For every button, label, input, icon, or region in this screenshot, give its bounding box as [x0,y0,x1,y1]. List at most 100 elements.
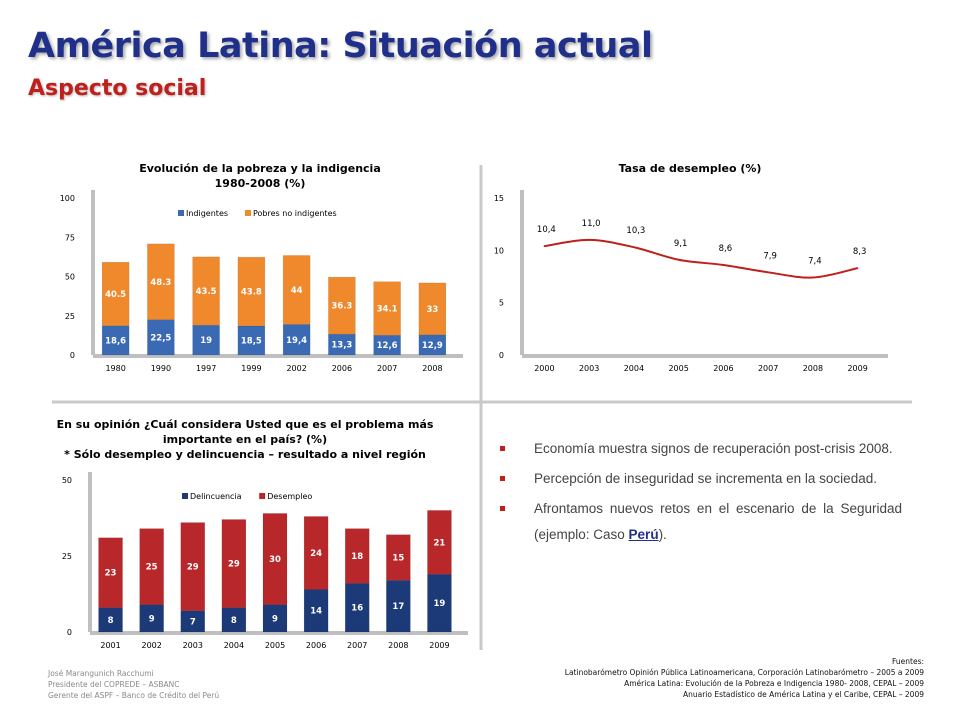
key-point-3-text: Afrontamos nuevos retos en el escenario … [534,501,902,542]
bullet-square-icon [500,446,505,451]
poverty-data-label: 36.3 [331,302,352,312]
opinion-bar-lower [427,573,452,633]
opinion-x-tick-label: 2003 [183,641,203,650]
poverty-legend-swatch [178,210,184,216]
unemployment-data-label: 7,4 [808,257,822,267]
key-point-3-tail: ). [658,527,667,542]
opinion-x-tick-label: 2009 [429,641,449,650]
opinion-bar-upper [262,513,288,605]
poverty-bar-upper [237,256,266,327]
unemployment-point [677,258,680,261]
poverty-y-tick-label: 25 [65,312,75,321]
unemployment-data-label: 10,3 [626,226,645,236]
poverty-data-label: 19,4 [286,336,307,346]
key-point-2-text: Percepción de inseguridad se incrementa … [534,471,877,486]
poverty-legend-label: Pobres no indigentes [253,209,337,218]
opinion-bar-upper [139,528,164,605]
unemployment-data-label: 8,3 [853,247,867,257]
poverty-x-tick-label: 1997 [196,364,216,373]
unemployment-y-tick-label: 10 [494,246,504,255]
bullet-square-icon [500,476,505,481]
unemployment-point [722,264,725,266]
author-block: José Marangunich Racchumi Presidente del… [48,668,219,701]
poverty-title-line1: Evolución de la pobreza y la indigencia [139,162,381,175]
slide-subtitle: Aspecto social [28,76,207,101]
unemployment-x-tick-label: 2006 [713,364,733,373]
poverty-bar-lower [192,324,220,356]
opinion-y-tick-label: 50 [62,476,72,485]
poverty-y-tick-label: 0 [70,351,75,360]
opinion-bar-lower [386,580,411,633]
opinion-data-label: 30 [269,555,281,565]
poverty-data-label: 12,9 [422,341,443,351]
unemployment-data-label: 10,4 [537,225,556,235]
opinion-data-label: 21 [434,538,446,548]
peru-case-link[interactable]: Perú [628,527,659,542]
unemployment-x-tick-label: 2007 [758,364,778,373]
opinion-bar-lower [221,607,247,633]
unemployment-point [633,246,635,248]
poverty-x-tick-label: 2002 [286,364,306,373]
opinion-legend-label: Desempleo [267,492,312,501]
poverty-data-label: 18,6 [105,336,126,346]
unemployment-x-tick-label: 2003 [579,364,599,373]
poverty-legend-label: Indigentes [186,209,228,218]
opinion-chart-title: En su opinión ¿Cuál considera Usted que … [40,417,450,462]
opinion-data-label: 29 [187,563,199,573]
opinion-x-tick-label: 2005 [265,641,285,650]
poverty-bar-upper [282,255,311,325]
poverty-legend-swatch [245,210,251,216]
opinion-data-label: 24 [310,549,322,559]
key-points-list: Economía muestra signos de recuperación … [500,436,902,552]
poverty-bar-lower [282,324,311,356]
poverty-data-label: 40.5 [105,290,126,300]
opinion-bar-upper [221,519,247,608]
unemployment-series-line [544,238,858,279]
unemployment-x-tick-label: 2005 [668,364,688,373]
unemployment-x-tick-label: 2000 [534,364,554,373]
opinion-x-tick-label: 2001 [100,641,120,650]
opinion-data-label: 8 [108,616,114,626]
unemployment-data-label: 11,0 [582,219,601,229]
poverty-data-label: 43.8 [241,288,262,298]
unemployment-x-tick-label: 2009 [847,364,867,373]
unemployment-point [588,239,590,241]
poverty-title-line2: 1980-2008 (%) [214,177,306,190]
poverty-x-tick-label: 1999 [241,364,261,373]
opinion-x-tick-label: 2004 [224,641,244,650]
opinion-bar-upper [303,516,329,590]
unemployment-data-label: 8,6 [719,244,733,254]
poverty-data-label: 22,5 [150,333,171,343]
opinion-bar-lower [303,589,329,633]
opinion-bar-upper [427,510,452,575]
opinion-x-tick-label: 2007 [347,641,367,650]
poverty-data-label: 43.5 [196,287,217,297]
opinion-data-label: 19 [434,599,446,609]
opinion-x-tick-label: 2002 [141,641,161,650]
opinion-data-label: 16 [351,604,363,614]
opinion-legend-swatch [259,493,266,499]
unemployment-point [856,267,859,269]
opinion-data-label: 15 [392,554,404,564]
slide-title: América Latina: Situación actual [28,26,653,66]
opinion-y-tick-label: 25 [62,552,72,561]
opinion-title-line1: En su opinión ¿Cuál considera Usted que … [56,418,434,431]
unemployment-point [767,271,769,274]
poverty-bar-upper [192,256,220,326]
poverty-bar-lower [237,325,266,356]
unemployment-data-label: 7,9 [763,251,777,261]
unemployment-chart-title: Tasa de desempleo (%) [618,162,762,175]
author-name: José Marangunich Racchumi [48,669,154,678]
opinion-data-label: 23 [105,569,117,579]
poverty-data-label: 18,5 [241,336,262,346]
poverty-data-label: 12,6 [377,341,398,351]
poverty-bar-lower [147,319,175,356]
opinion-data-label: 17 [392,602,404,612]
poverty-data-label: 13,3 [331,341,352,351]
author-role-2: Gerente del ASPF – Banco de Crédito del … [48,691,220,700]
opinion-y-tick-label: 0 [67,628,72,637]
opinion-data-label: 9 [149,614,155,624]
key-point-2: Percepción de inseguridad se incrementa … [500,466,902,492]
